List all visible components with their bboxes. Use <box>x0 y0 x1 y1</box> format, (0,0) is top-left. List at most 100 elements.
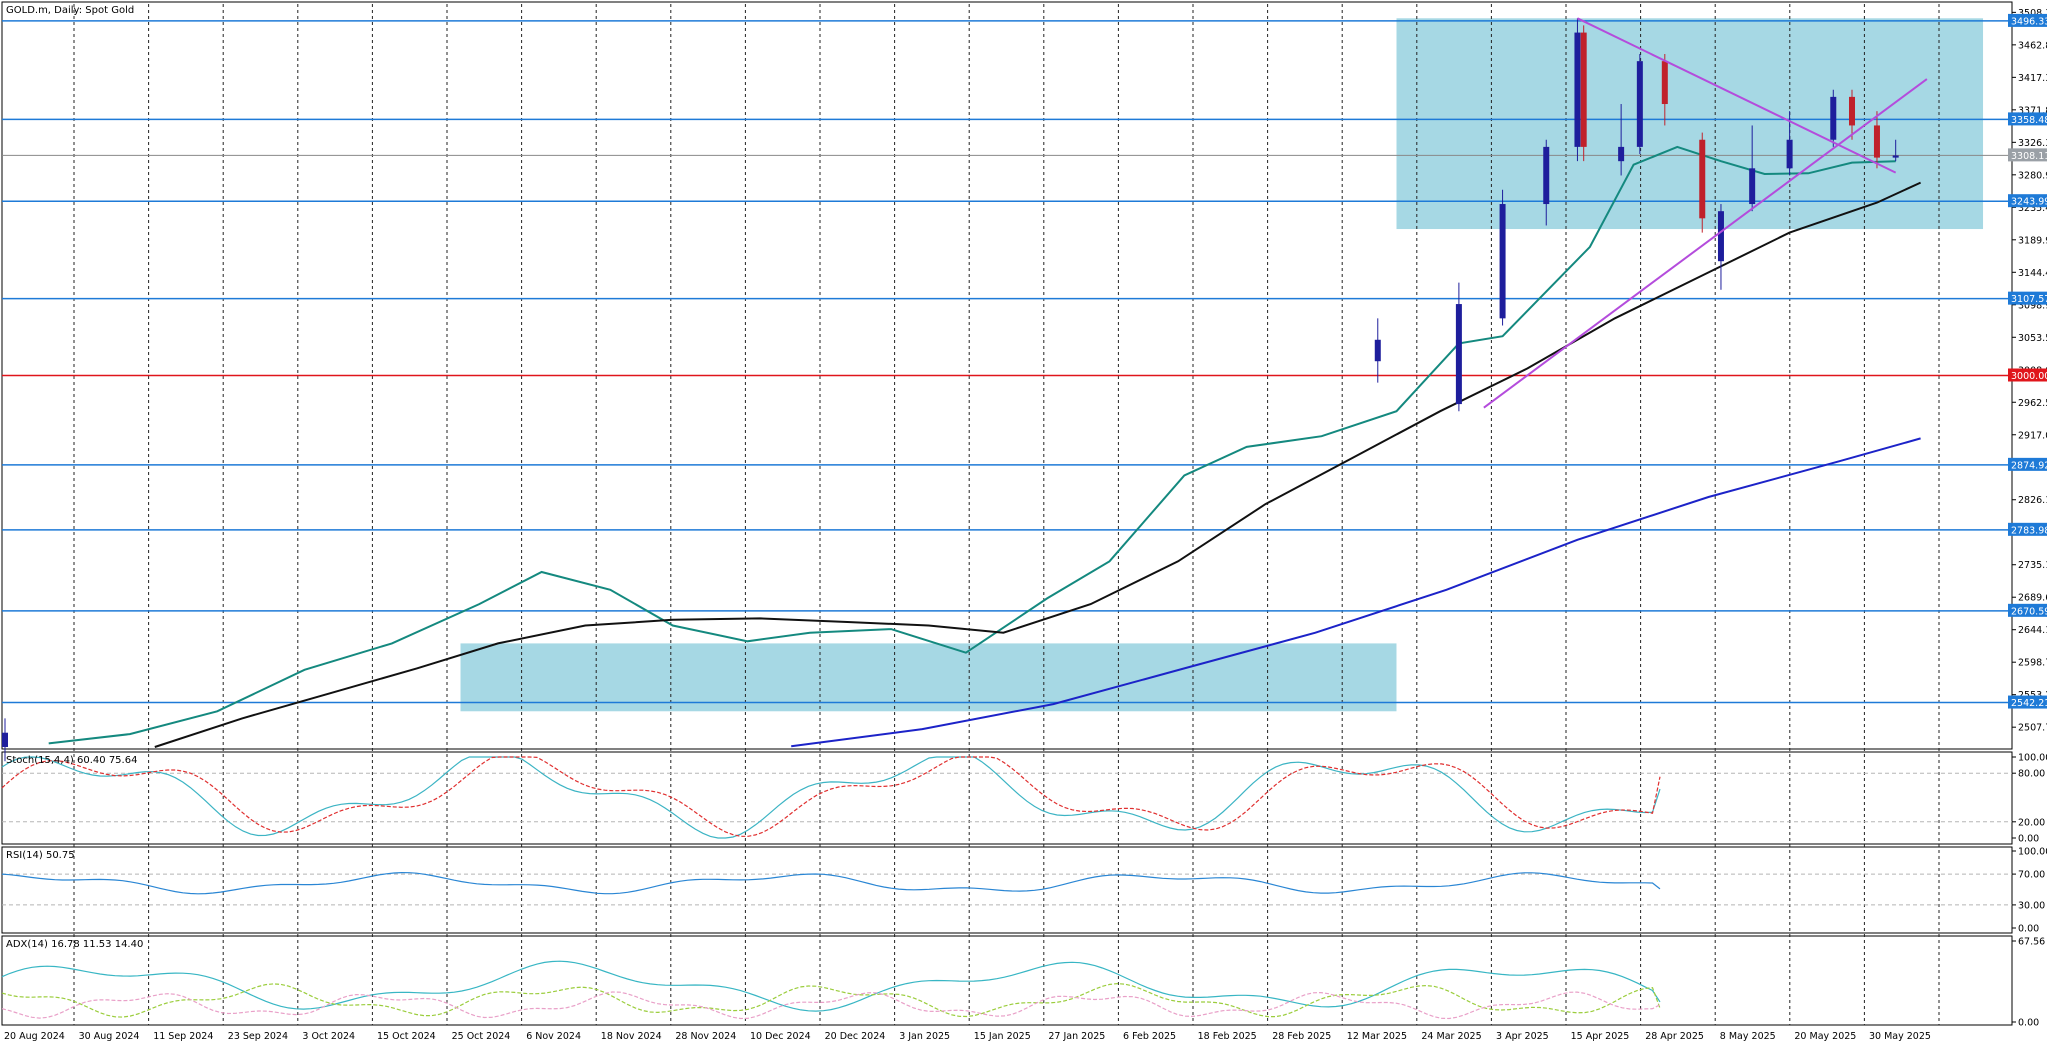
y-tick-label: 3144.46 <box>2018 268 2047 279</box>
x-tick-label: 18 Feb 2025 <box>1198 1031 1257 1042</box>
x-tick-label: 18 Nov 2024 <box>601 1031 662 1042</box>
y-tick-label: 3508.30 <box>2018 8 2047 19</box>
price-label-box <box>2008 368 2047 382</box>
y-tick-label: 2735.14 <box>2018 560 2047 571</box>
bull-candle <box>1543 146 1550 205</box>
price-label-box <box>2008 522 2047 536</box>
price-label: 3358.48 <box>2011 115 2047 126</box>
y-tick-label: 2962.54 <box>2018 398 2047 409</box>
x-tick-label: 3 Apr 2025 <box>1496 1031 1549 1042</box>
price-label: 2783.98 <box>2011 525 2047 536</box>
time-axis: 20 Aug 2024 30 Aug 2024 11 Sep 2024 23 Sep … <box>4 1031 1931 1042</box>
x-tick-label: 6 Nov 2024 <box>526 1031 581 1042</box>
panel-tick-label: 0.00 <box>2018 924 2039 935</box>
x-tick-label: 12 Mar 2025 <box>1347 1031 1407 1042</box>
adx-panel-frame <box>1 935 2013 1026</box>
zone-1 <box>1396 18 1984 230</box>
bull-candle <box>1892 155 1899 158</box>
price-label-box <box>2008 291 2047 305</box>
price-label: 2670.59 <box>2011 606 2047 617</box>
price-label: 3243.99 <box>2011 197 2047 208</box>
price-label-box <box>2008 603 2047 617</box>
panel-tick-label: 0.00 <box>2018 1018 2039 1029</box>
bull-candle <box>2 732 8 747</box>
price-label-box <box>2008 148 2047 162</box>
x-tick-label: 11 Sep 2024 <box>153 1031 213 1042</box>
ma_blue-line <box>791 437 1921 748</box>
price-label-box <box>2008 194 2047 208</box>
y-tick-label: 2507.74 <box>2018 723 2047 734</box>
x-tick-label: 8 May 2025 <box>1720 1031 1776 1042</box>
y-tick-label: 2689.66 <box>2018 593 2047 604</box>
bull-candle <box>1455 304 1462 405</box>
moving-averages <box>48 145 1922 748</box>
bull-candle <box>1499 204 1506 319</box>
zone-0 <box>460 643 1397 712</box>
oscillators: 100.00 80.00 20.00 0.00 100.00 70.00 30.00 0.00… <box>1 753 2047 1029</box>
bull-candle <box>1830 96 1837 140</box>
price-label: 3107.57 <box>2011 294 2047 305</box>
y-tick-label: 2598.70 <box>2018 658 2047 669</box>
horizontal-levels[interactable] <box>2 20 2012 704</box>
x-tick-label: 20 Dec 2024 <box>825 1031 886 1042</box>
price-label: 3000.00 <box>2011 371 2047 382</box>
bear-candle <box>1873 125 1880 158</box>
chart-grid <box>73 4 1940 1025</box>
x-tick-label: 28 Feb 2025 <box>1272 1031 1331 1042</box>
y-tick-label: 3462.82 <box>2018 40 2047 51</box>
x-tick-label: 15 Jan 2025 <box>974 1031 1031 1042</box>
x-tick-label: 25 Oct 2024 <box>452 1031 511 1042</box>
bull-candle <box>1374 339 1381 362</box>
candles <box>2 18 1899 762</box>
rsi-title: RSI(14) 50.75 <box>6 850 75 861</box>
y-tick-label: 3098.98 <box>2018 300 2047 311</box>
y-tick-label: 2826.10 <box>2018 495 2047 506</box>
x-tick-label: 20 May 2025 <box>1794 1031 1856 1042</box>
x-tick-label: 30 May 2025 <box>1869 1031 1931 1042</box>
panel-tick-label: 67.56 <box>2018 937 2045 948</box>
bull-candle <box>1618 146 1625 162</box>
panel-tick-label: 20.00 <box>2018 817 2045 828</box>
trendlines[interactable] <box>1483 17 1928 409</box>
price-label: 3496.33 <box>2011 16 2047 27</box>
x-tick-label: 15 Apr 2025 <box>1571 1031 1630 1042</box>
price-label: 2542.21 <box>2011 698 2047 709</box>
stoch-signal-line <box>1 756 1661 837</box>
bear-candle <box>1699 139 1706 219</box>
x-tick-label: 15 Oct 2024 <box>377 1031 436 1042</box>
x-tick-label: 30 Aug 2024 <box>79 1031 140 1042</box>
panel-tick-label: 0.00 <box>2018 834 2039 845</box>
price-label: 3308.11 <box>2011 151 2047 162</box>
di-minus-line <box>1 991 1661 1020</box>
bull-candle <box>1717 211 1724 262</box>
trendline-1 <box>1483 78 1928 409</box>
x-tick-label: 10 Dec 2024 <box>750 1031 811 1042</box>
x-tick-label: 6 Feb 2025 <box>1123 1031 1176 1042</box>
rsi-line <box>1 871 1661 895</box>
price-label-box <box>2008 457 2047 471</box>
bull-candle <box>1749 168 1756 205</box>
panel-tick-label: 80.00 <box>2018 769 2045 780</box>
bull-candle <box>1574 32 1581 147</box>
panel-tick-label: 30.00 <box>2018 900 2045 911</box>
adx-title: ADX(14) 16.78 11.53 14.40 <box>6 939 143 950</box>
y-tick-label: 2917.06 <box>2018 430 2047 441</box>
y-tick-label: 3189.94 <box>2018 235 2047 246</box>
y-tick-label: 2644.18 <box>2018 625 2047 636</box>
x-tick-label: 28 Nov 2024 <box>675 1031 736 1042</box>
x-tick-label: 3 Jan 2025 <box>899 1031 950 1042</box>
di-plus-line <box>1 982 1661 1018</box>
panel-tick-label: 70.00 <box>2018 870 2045 881</box>
price-label-box <box>2008 695 2047 709</box>
panel-tick-label: 100.00 <box>2018 753 2047 764</box>
x-tick-label: 27 Jan 2025 <box>1048 1031 1105 1042</box>
price-axis: 3508.30 3462.82 3417.34 3371.86 3326.38 3280.… <box>2008 8 2047 734</box>
y-tick-label: 3053.50 <box>2018 333 2047 344</box>
stoch-panel-frame <box>1 751 2013 845</box>
ma_teal-line <box>48 145 1896 745</box>
bear-candle <box>1661 61 1668 105</box>
x-tick-label: 23 Sep 2024 <box>228 1031 288 1042</box>
bull-candle <box>1786 139 1793 169</box>
